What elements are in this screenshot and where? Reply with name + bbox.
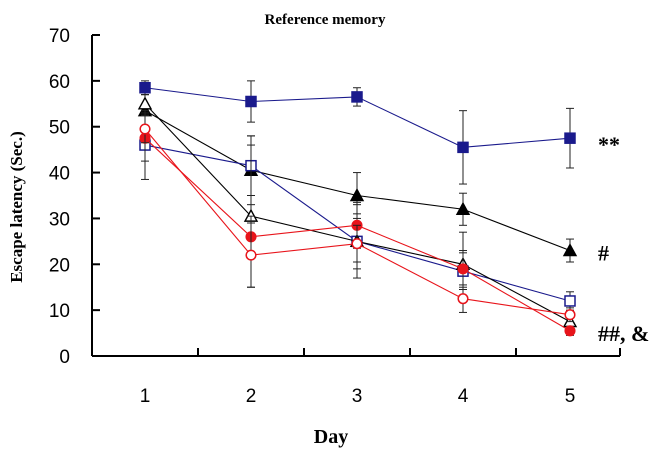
data-point (564, 309, 576, 321)
significance-annotation: ##, & (598, 321, 649, 346)
data-point (137, 96, 153, 110)
data-point (351, 91, 363, 103)
x-tick-label: 4 (458, 386, 469, 407)
data-point (349, 188, 365, 202)
y-tick-label: 30 (49, 209, 70, 230)
series-5 (139, 114, 576, 323)
y-tick-label: 60 (49, 72, 70, 93)
y-tick-label: 70 (49, 26, 70, 47)
x-tick-label: 2 (246, 386, 257, 407)
plot-area (137, 80, 578, 337)
data-point (455, 201, 471, 215)
data-point (562, 243, 578, 257)
significance-annotation: ** (598, 132, 620, 157)
y-tick-label: 10 (49, 301, 70, 322)
y-tick-label: 20 (49, 255, 70, 276)
significance-annotation: # (598, 241, 609, 266)
axes: 0 10 20 30 40 50 60 70 1 2 3 4 5 (49, 26, 621, 407)
data-point (457, 293, 469, 305)
y-tick-label: 50 (49, 118, 70, 139)
data-point (564, 132, 576, 144)
data-point (457, 141, 469, 154)
y-tick-label: 40 (49, 164, 70, 185)
data-point (457, 263, 469, 275)
x-tick-label: 1 (140, 386, 151, 407)
y-axis-label: Escape latency (Sec.) (7, 131, 26, 283)
data-point (351, 238, 363, 250)
data-point (564, 295, 576, 307)
annotations: ** # ##, & (598, 132, 649, 346)
y-tick-label: 0 (59, 347, 70, 368)
x-axis-label: Day (314, 426, 348, 448)
x-tick-label: 3 (352, 386, 363, 407)
data-point (564, 325, 576, 337)
data-point (139, 123, 151, 135)
data-point (245, 95, 257, 108)
data-point (245, 249, 257, 261)
chart-title: Reference memory (265, 12, 386, 28)
series-4 (139, 114, 576, 337)
x-tick-label: 5 (565, 386, 576, 407)
data-point (139, 81, 151, 94)
series-0 (139, 80, 576, 185)
